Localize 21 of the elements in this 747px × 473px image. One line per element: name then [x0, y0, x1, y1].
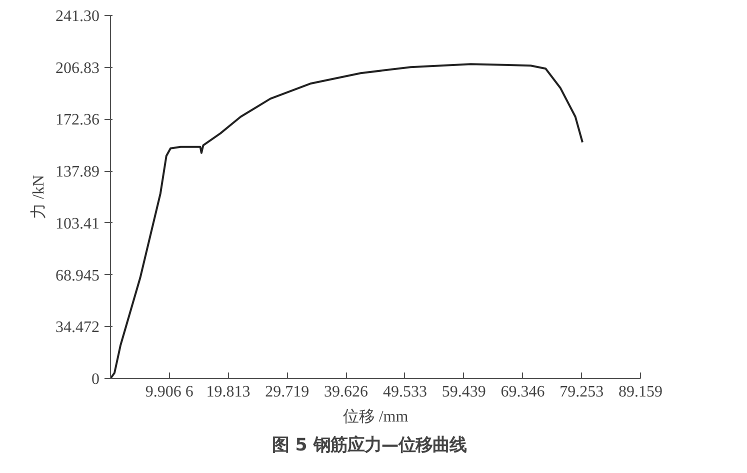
- y-axis-title: 力 /kN: [30, 174, 48, 219]
- x-tick-label: 49.533: [382, 384, 427, 400]
- y-tick-label: 206.83: [56, 60, 100, 77]
- y-tick-label: 137.89: [56, 164, 100, 181]
- x-tick-label: 29.719: [265, 384, 310, 400]
- line-series: [110, 63, 584, 378]
- y-tick-label: 0: [92, 371, 100, 388]
- y-tick-label: 172.36: [56, 112, 100, 129]
- y-tick-label: 34.472: [56, 319, 100, 336]
- x-tick-label: 59.439: [442, 384, 486, 400]
- y-tick-label: 241.30: [56, 8, 100, 25]
- x-tick-label: 9.906 6: [145, 384, 194, 400]
- y-tick-label: 68.945: [56, 267, 100, 284]
- y-tick-label: 103.41: [56, 215, 100, 232]
- x-tick-label: 39.626: [324, 384, 368, 400]
- x-tick-label: 89.159: [618, 384, 662, 400]
- x-axis-title: 位移 /mm: [342, 408, 409, 426]
- text: 图 5 钢筋应力—位移曲线: [272, 436, 467, 456]
- x-tick-label: 69.346: [500, 384, 545, 400]
- x-tick-label: 79.253: [560, 384, 604, 400]
- x-tick-label: 19.813: [206, 384, 250, 400]
